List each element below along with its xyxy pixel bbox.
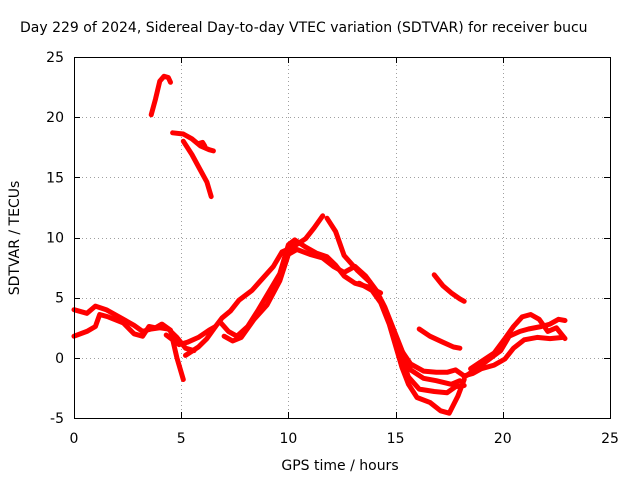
y-tick-label: 5	[55, 291, 64, 307]
x-tick-label: 20	[494, 431, 512, 447]
y-tick-label: 25	[46, 50, 64, 66]
y-tick-label: 10	[46, 231, 64, 247]
x-tick-label: 0	[70, 431, 79, 447]
x-axis-label: GPS time / hours	[281, 458, 398, 474]
series-line-track-15	[195, 139, 208, 149]
axis-ticks	[74, 57, 611, 419]
x-tick-label: 5	[177, 431, 186, 447]
chart-title: Day 229 of 2024, Sidereal Day-to-day VTE…	[20, 20, 588, 36]
series-line-track-17	[416, 326, 463, 351]
series-line-track-13	[170, 130, 216, 154]
series-line-track-14	[180, 138, 214, 200]
series-line-track-16	[431, 272, 467, 304]
y-tick-label: 20	[46, 110, 64, 126]
y-tick-label: 0	[55, 351, 64, 367]
series-line-track-1	[71, 303, 197, 354]
grid	[74, 57, 610, 418]
y-tick-label: -5	[50, 411, 64, 427]
x-tick-label: 25	[601, 431, 619, 447]
series-line-track-6	[221, 247, 463, 387]
series-line-track-8	[356, 280, 467, 416]
series-line-track-2	[71, 312, 186, 382]
series-line-track-12	[148, 73, 173, 118]
series-line-track-11	[461, 316, 568, 380]
x-tick-label: 15	[387, 431, 405, 447]
data-series	[71, 73, 568, 416]
series-line-track-9	[397, 334, 566, 379]
series-line-track-7	[324, 215, 467, 396]
y-axis-label: SDTVAR / TECUs	[7, 181, 23, 296]
tick-labels: 0 5 10 15 20 25 -5 0 5 10 15 20 25	[46, 50, 619, 447]
series-line-track-5	[217, 237, 384, 339]
series-line-track-3	[163, 324, 218, 348]
x-tick-label: 10	[279, 431, 297, 447]
y-tick-label: 15	[46, 170, 64, 186]
